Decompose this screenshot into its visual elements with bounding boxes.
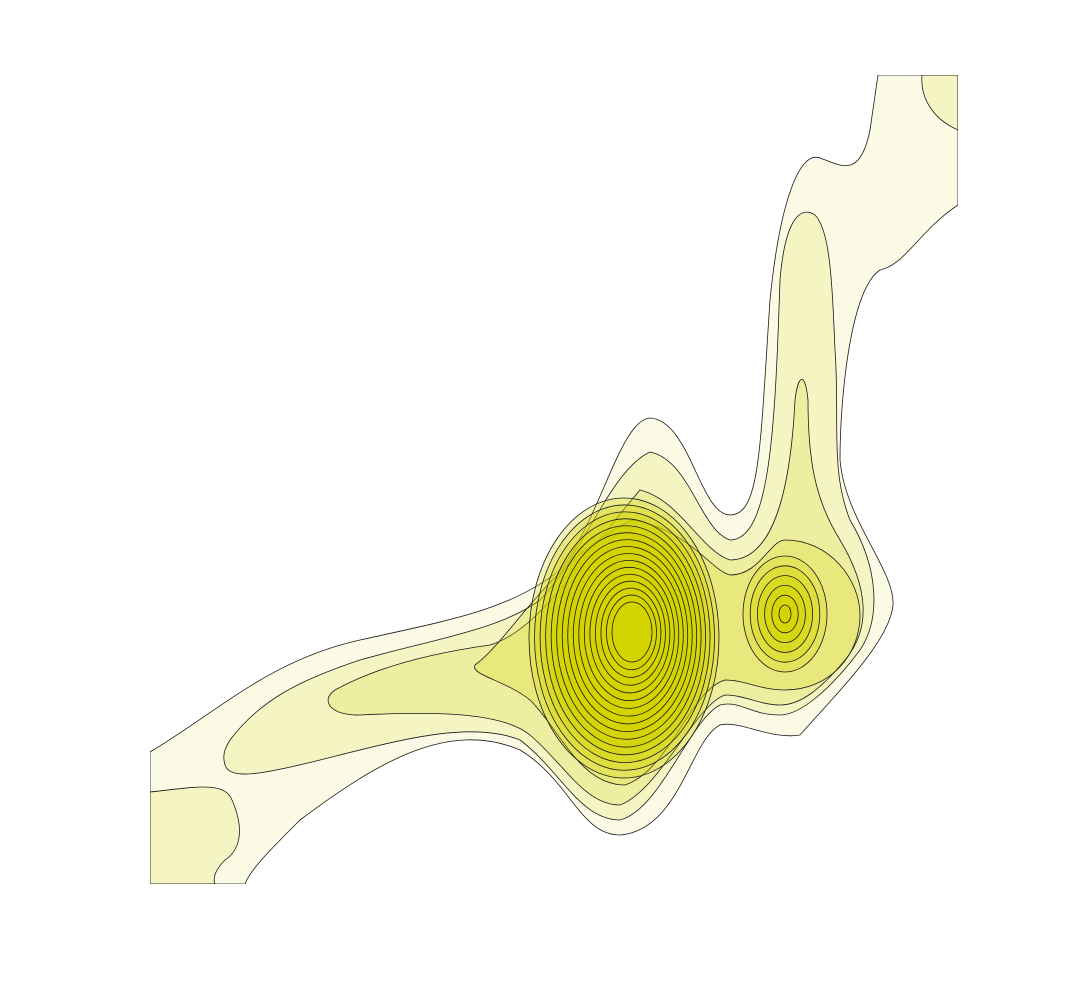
contour-rings — [528, 497, 720, 779]
contour — [921, 75, 958, 131]
contour — [150, 786, 240, 884]
contour — [778, 604, 792, 624]
contour-rings — [742, 555, 828, 673]
contour — [611, 601, 653, 663]
contour-field — [150, 75, 958, 884]
